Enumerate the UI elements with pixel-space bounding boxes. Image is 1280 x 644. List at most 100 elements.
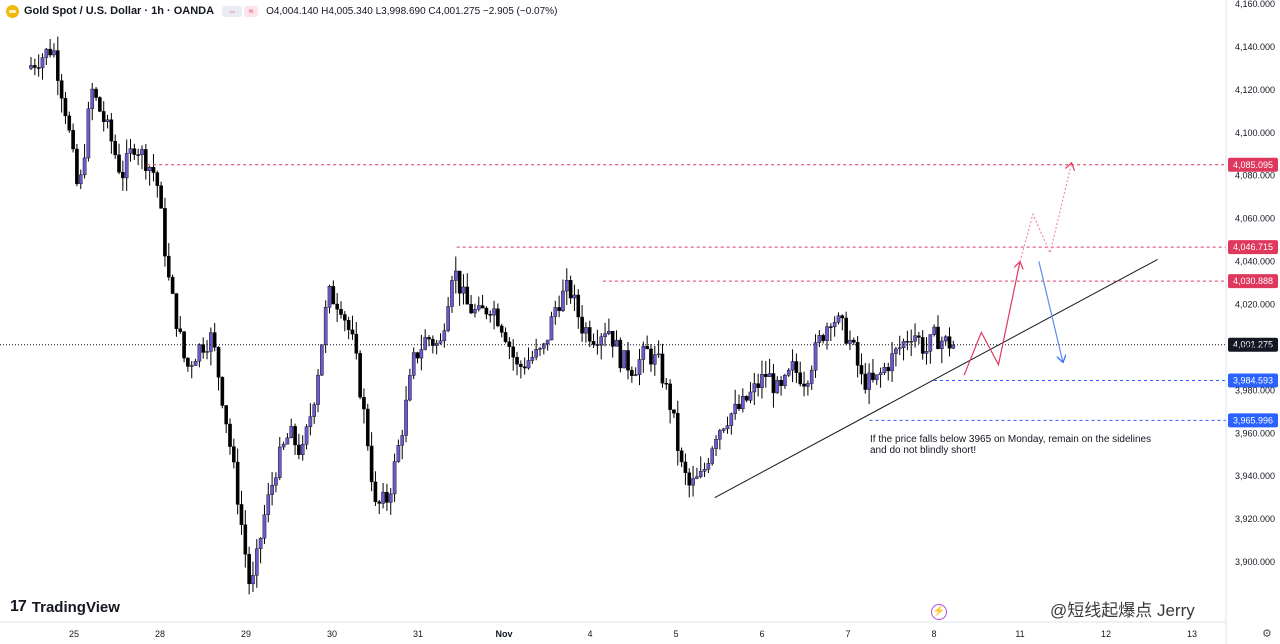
candle-body (928, 334, 933, 352)
candle-body (698, 471, 703, 477)
candle-body (159, 185, 163, 209)
tradingview-logo[interactable]: 17 TradingView (10, 598, 120, 616)
price-level-label: 4,085.095 (1233, 160, 1273, 170)
projection-down-path (1038, 261, 1063, 363)
indicator-icon[interactable]: ≈ (244, 5, 259, 17)
x-tick-label: 7 (845, 629, 850, 639)
candle-body (607, 330, 611, 334)
candle-body (809, 369, 814, 384)
candle-body (649, 348, 653, 365)
candle-body (951, 344, 956, 349)
candle-body (683, 461, 688, 473)
candle-body (453, 270, 458, 281)
candle-body (396, 445, 401, 462)
candle-body (442, 330, 447, 341)
candle-body (496, 308, 500, 327)
price-level-label: 4,030.888 (1233, 276, 1273, 286)
candle-body (469, 304, 473, 314)
candle-body (48, 48, 52, 56)
candle-body (205, 351, 209, 353)
candle-body (44, 48, 49, 58)
candle-body (584, 327, 588, 334)
candle-body (385, 491, 389, 503)
x-tick-label: 25 (69, 629, 79, 639)
candle-body (633, 374, 638, 376)
candle-body (427, 337, 431, 340)
candle-body (618, 339, 623, 369)
candle-body (599, 336, 604, 346)
candle-body (55, 50, 60, 81)
candle-body (163, 208, 167, 257)
x-tick-label: Nov (495, 629, 512, 639)
candle-body (821, 335, 825, 341)
candle-body (813, 342, 818, 371)
candle-body (756, 383, 760, 389)
candle-body (166, 255, 171, 278)
candle-body (266, 494, 271, 515)
gear-icon[interactable]: ⚙ (1262, 628, 1272, 640)
candle-body (308, 416, 313, 428)
candle-body (431, 338, 435, 346)
candle-body (733, 403, 737, 414)
candle-body (940, 340, 944, 350)
y-tick-label: 4,120.000 (1235, 85, 1275, 95)
x-tick-label: 28 (155, 629, 165, 639)
candle-body (687, 472, 692, 486)
candle-body (806, 383, 810, 387)
candle-body (917, 335, 921, 338)
candle-body (748, 391, 753, 401)
candle-body (36, 67, 41, 69)
candle-body (890, 353, 894, 372)
candle-body (526, 360, 531, 369)
candle-body (144, 149, 148, 171)
candle-body (943, 336, 948, 342)
chart-title[interactable]: Gold Spot / U.S. Dollar · 1h · OANDA (24, 5, 215, 17)
candle-body (186, 357, 190, 367)
candle-body (790, 361, 795, 371)
candle-body (706, 463, 711, 470)
compare-icon[interactable]: ⇔ (222, 5, 243, 17)
candle-body (848, 339, 852, 344)
candle-body (258, 538, 263, 549)
candle-body (98, 97, 102, 112)
projection-up-extended-path (1019, 163, 1072, 262)
candle-body (136, 154, 140, 156)
y-tick-label: 4,020.000 (1235, 300, 1275, 310)
candle-body (312, 404, 316, 417)
candle-body (679, 450, 684, 463)
author-watermark: @短线起爆点 Jerry (1050, 601, 1195, 620)
candle-body (668, 383, 672, 410)
candle-body (840, 315, 845, 319)
candle-body (798, 372, 803, 385)
y-tick-label: 4,080.000 (1235, 171, 1275, 181)
candle-body (105, 119, 110, 122)
candle-body (415, 352, 420, 359)
candle-body (155, 172, 160, 186)
candle-body (377, 501, 382, 504)
candle-body (492, 308, 496, 316)
candle-body (630, 370, 634, 376)
candle-body (197, 344, 202, 362)
candle-body (522, 366, 527, 369)
candle-body (913, 335, 917, 342)
candle-body (660, 353, 665, 384)
candle-body (354, 333, 359, 354)
candle-body (484, 307, 489, 315)
candle-body (836, 315, 841, 323)
candle-body (94, 88, 98, 98)
candle-body (254, 548, 259, 576)
candle-body (277, 446, 282, 478)
x-tick-label: 12 (1101, 629, 1111, 639)
candle-body (832, 322, 837, 328)
candle-body (947, 336, 952, 349)
candle-body (369, 445, 374, 483)
candle-body (924, 351, 929, 354)
candle-body (568, 280, 573, 299)
price-level-label: 3,965.996 (1233, 415, 1273, 425)
candle-body (232, 446, 236, 463)
candle-body (744, 396, 749, 401)
candle-body (220, 377, 225, 406)
candle-body (779, 380, 783, 386)
bolt-icon[interactable]: ⚡ (931, 604, 947, 620)
